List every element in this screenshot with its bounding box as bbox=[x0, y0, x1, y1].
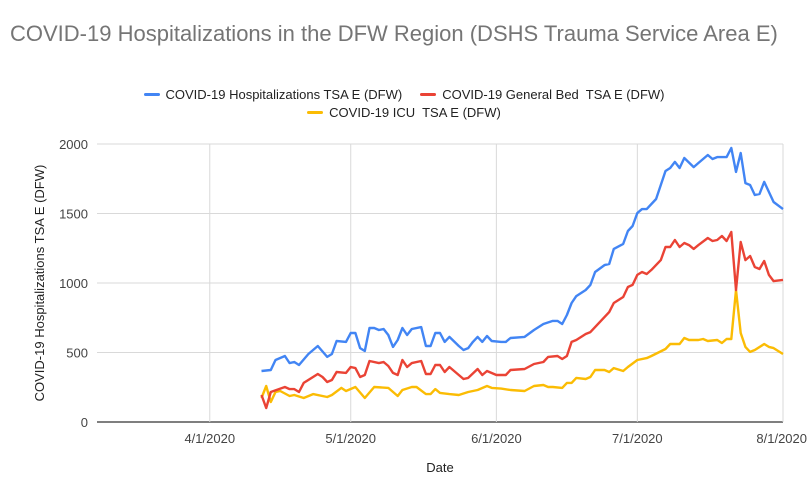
x-axis-title: Date bbox=[426, 460, 453, 475]
y-axis-title: COVID-19 Hospitalizations TSA E (DFW) bbox=[32, 165, 47, 402]
series-line bbox=[260, 230, 784, 410]
series-lines bbox=[260, 146, 784, 410]
x-tick-label: 5/1/2020 bbox=[325, 431, 376, 446]
x-tick-label: 7/1/2020 bbox=[612, 431, 663, 446]
series-line bbox=[260, 288, 784, 404]
y-tick-label: 0 bbox=[81, 415, 88, 430]
grid bbox=[97, 143, 784, 423]
legend-swatch-blue bbox=[143, 93, 160, 96]
x-tick-label: 8/1/2020 bbox=[756, 431, 807, 446]
legend-row-2: COVID-19 ICU TSA E (DFW) bbox=[0, 105, 808, 120]
legend-swatch-yellow bbox=[307, 111, 324, 114]
legend-label: COVID-19 General Bed TSA E (DFW) bbox=[442, 87, 665, 102]
legend-item-hospitalizations[interactable]: COVID-19 Hospitalizations TSA E (DFW) bbox=[143, 87, 403, 102]
legend-item-general-bed[interactable]: COVID-19 General Bed TSA E (DFW) bbox=[420, 87, 665, 102]
legend-row-1: COVID-19 Hospitalizations TSA E (DFW) CO… bbox=[0, 87, 808, 102]
y-tick-label: 500 bbox=[66, 346, 88, 361]
y-tick-label: 2000 bbox=[59, 137, 88, 152]
legend-label: COVID-19 Hospitalizations TSA E (DFW) bbox=[165, 87, 403, 102]
y-tick-label: 1500 bbox=[59, 207, 88, 222]
legend-item-icu[interactable]: COVID-19 ICU TSA E (DFW) bbox=[307, 105, 501, 120]
tick-labels: 0 500 1000 1500 2000 4/1/2020 5/1/2020 6/1/2020… bbox=[59, 137, 807, 446]
y-tick-label: 1000 bbox=[59, 276, 88, 291]
x-tick-label: 6/1/2020 bbox=[471, 431, 522, 446]
x-tick-label: 4/1/2020 bbox=[184, 431, 235, 446]
legend-swatch-red bbox=[420, 93, 437, 96]
chart-title: COVID-19 Hospitalizations in the DFW Reg… bbox=[10, 21, 778, 46]
series-line bbox=[261, 146, 784, 373]
legend-label: COVID-19 ICU TSA E (DFW) bbox=[329, 105, 501, 120]
